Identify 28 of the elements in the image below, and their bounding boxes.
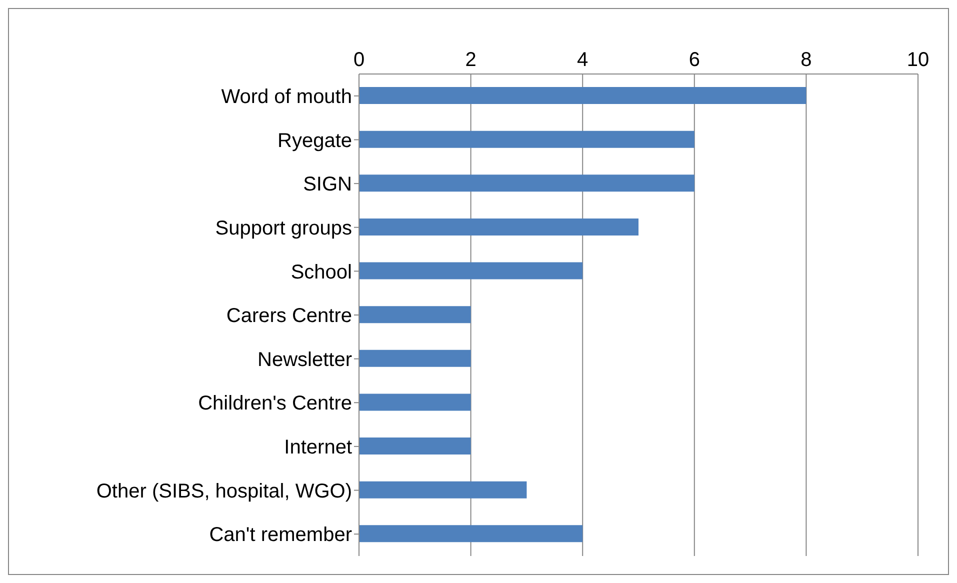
y-tick-label: SIGN bbox=[303, 174, 352, 196]
bar bbox=[359, 481, 527, 498]
y-tick-label: Ryegate bbox=[278, 130, 352, 152]
bar bbox=[359, 262, 583, 280]
y-tick-label: Other (SIBS, hospital, WGO) bbox=[96, 480, 352, 502]
bar bbox=[359, 394, 471, 411]
bar bbox=[359, 130, 694, 148]
bar bbox=[359, 306, 471, 324]
bar bbox=[359, 350, 471, 367]
y-tick-label: School bbox=[290, 261, 352, 284]
bar bbox=[359, 438, 471, 455]
x-tick-label: 6 bbox=[688, 49, 700, 71]
y-tick-label: Children's Centre bbox=[198, 392, 352, 415]
x-tick-label: 2 bbox=[465, 49, 476, 71]
y-tick-label: Internet bbox=[284, 436, 352, 459]
bar bbox=[359, 525, 583, 542]
y-tick-label: Carers Centre bbox=[226, 305, 352, 328]
x-tick-label: 10 bbox=[906, 49, 930, 71]
bar bbox=[359, 87, 806, 104]
y-tick-label: Can't remember bbox=[209, 524, 352, 546]
y-tick-label: Word of mouth bbox=[221, 86, 352, 108]
y-tick-label: Support groups bbox=[215, 217, 352, 240]
bar bbox=[359, 218, 638, 236]
x-tick-label: 0 bbox=[353, 49, 365, 71]
x-tick-label: 4 bbox=[577, 49, 588, 71]
x-tick-label: 8 bbox=[800, 49, 812, 71]
y-tick-label: Newsletter bbox=[258, 348, 352, 371]
bar bbox=[359, 174, 694, 192]
